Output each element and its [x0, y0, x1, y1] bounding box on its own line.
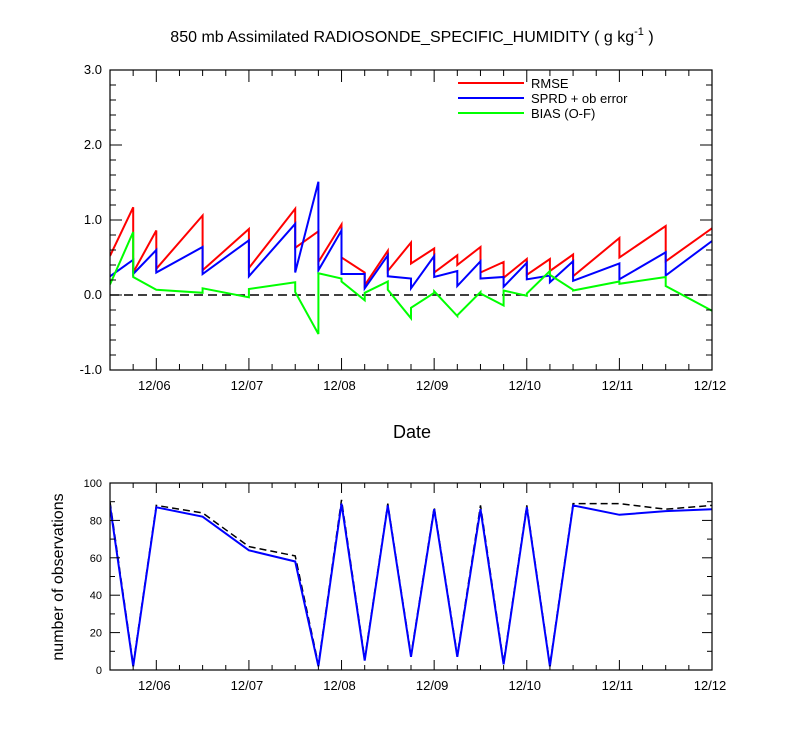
y-tick-label: 40: [90, 590, 102, 602]
x-tick-label: 12/09: [416, 678, 449, 693]
y-tick-label: 0.0: [84, 287, 102, 302]
bottom-series-group: [110, 499, 712, 667]
top-plot-frame: [109, 69, 713, 371]
y-tick-label: -1.0: [80, 362, 102, 377]
x-tick-label: 12/07: [231, 678, 264, 693]
y-tick-label: 100: [84, 478, 102, 490]
x-tick-label: 12/07: [231, 378, 264, 393]
x-tick-label: 12/06: [138, 378, 171, 393]
x-tick-label: 12/09: [416, 378, 449, 393]
x-tick-label: 12/06: [138, 678, 171, 693]
y-tick-label: 3.0: [84, 62, 102, 77]
x-tick-label: 12/08: [323, 678, 356, 693]
series-line-bias-o-f: [110, 231, 712, 335]
top-ticks: [109, 69, 713, 371]
x-tick-label: 12/12: [694, 678, 727, 693]
y-axis-label-observations: number of observations: [50, 493, 67, 660]
series-line-rmse: [110, 205, 712, 289]
x-axis-label: Date: [393, 422, 431, 442]
series-line-sprd-ob-error: [110, 181, 712, 292]
chart-title-main: 850 mb Assimilated RADIOSONDE_SPECIFIC_H…: [170, 29, 634, 46]
chart-title-superscript: -1: [634, 26, 644, 38]
x-tick-label: 12/11: [602, 378, 634, 393]
x-tick-label: 12/11: [602, 678, 634, 693]
bottom-y-tick-labels: 0 20 40 60 80 100: [84, 478, 102, 677]
legend-label: RMSE: [531, 76, 569, 91]
legend-label: SPRD + ob error: [531, 91, 628, 106]
y-tick-label: 80: [90, 515, 102, 527]
y-tick-label: 20: [90, 628, 102, 640]
series-line-observations-solid: [110, 503, 712, 667]
chart-title: 850 mb Assimilated RADIOSONDE_SPECIFIC_H…: [170, 26, 653, 46]
x-tick-label: 12/12: [694, 378, 727, 393]
y-tick-label: 1.0: [84, 212, 102, 227]
y-tick-label: 0: [96, 665, 102, 677]
bottom-plot-frame: [109, 482, 713, 671]
top-series-group: [110, 181, 712, 335]
bottom-ticks: [109, 482, 713, 671]
series-line-observations-dashed: [110, 499, 712, 665]
bottom-x-tick-labels: 12/06 12/07 12/08 12/09 12/10 12/11 12/12: [138, 678, 726, 693]
y-tick-label: 60: [90, 553, 102, 565]
top-y-tick-labels: -1.0 0.0 1.0 2.0 3.0: [80, 62, 102, 377]
x-tick-label: 12/10: [508, 378, 541, 393]
y-tick-label: 2.0: [84, 137, 102, 152]
top-x-tick-labels: 12/06 12/07 12/08 12/09 12/10 12/11 12/12: [138, 378, 726, 393]
chart-title-tail: ): [644, 29, 654, 46]
legend-label: BIAS (O-F): [531, 106, 595, 121]
x-tick-label: 12/10: [508, 678, 541, 693]
x-tick-label: 12/08: [323, 378, 356, 393]
